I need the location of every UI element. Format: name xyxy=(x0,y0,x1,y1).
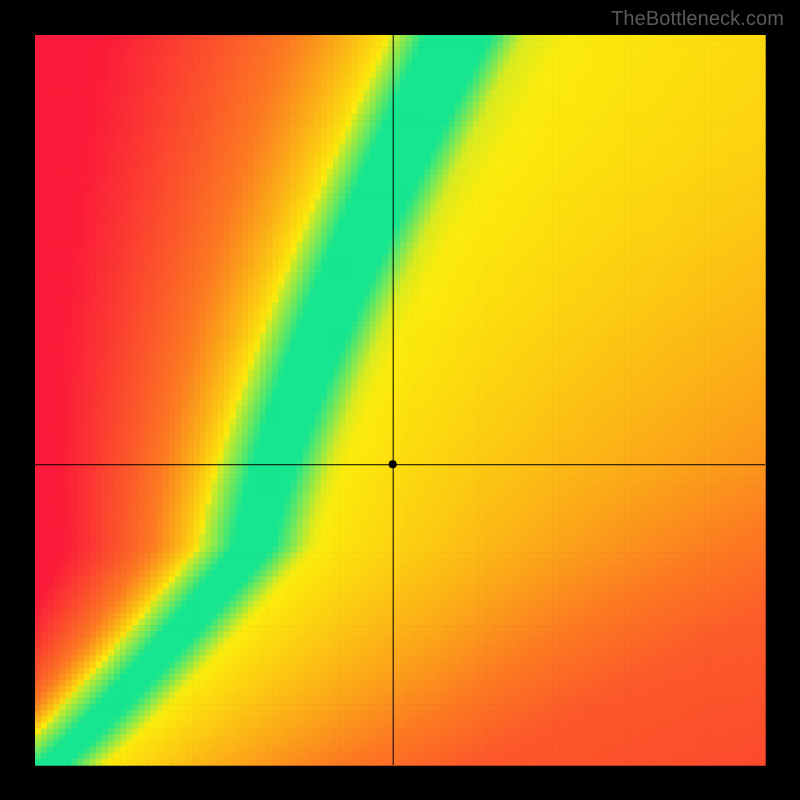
heatmap-canvas xyxy=(0,0,800,800)
watermark-text: TheBottleneck.com xyxy=(611,8,784,31)
chart-container: TheBottleneck.com xyxy=(0,0,800,800)
